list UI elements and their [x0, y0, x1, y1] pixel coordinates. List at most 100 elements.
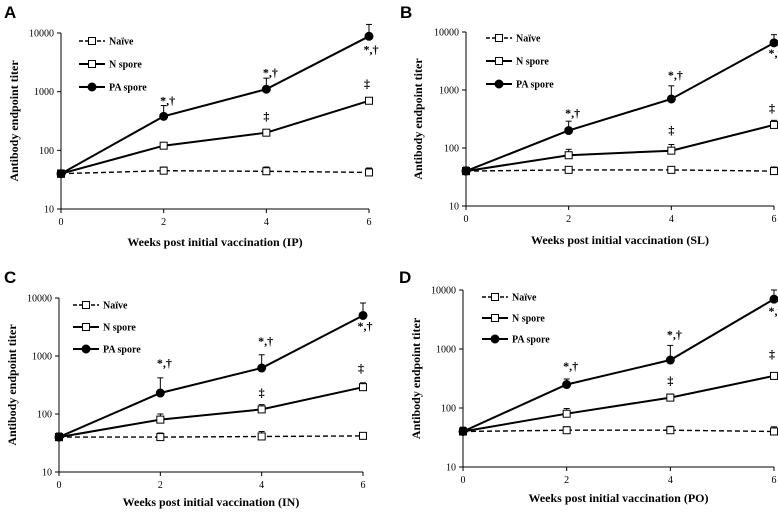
significance-annotation: ‡ [668, 123, 674, 137]
y-axis-title: Antibody endpoint titer [411, 58, 425, 180]
data-point [159, 141, 168, 150]
legend-marker [495, 57, 503, 65]
x-axis-title: Weeks post initial vaccination (SL) [531, 233, 709, 247]
x-tick-label: 0 [59, 217, 64, 228]
series-n-spore [459, 371, 778, 436]
significance-annotation: *,† [565, 106, 580, 120]
significance-annotation: ‡ [667, 374, 673, 388]
data-point [359, 383, 367, 392]
data-point [257, 363, 267, 373]
series-pa-spore [54, 302, 368, 442]
x-tick-label: 4 [264, 217, 269, 228]
panel-letter: D [399, 268, 411, 287]
legend: Naïve N spore PA spore [486, 34, 554, 91]
y-axis-title: Antibody endpoint titer [409, 317, 423, 439]
x-tick-label: 6 [361, 480, 366, 491]
series-pa-spore [56, 23, 374, 179]
data-point [458, 426, 468, 436]
data-point [666, 94, 676, 104]
series-line [58, 314, 364, 439]
legend-label: N spore [512, 314, 545, 325]
x-axis-title: Weeks post initial vaccination (PO) [529, 491, 709, 505]
x-tick-label: 2 [566, 214, 571, 225]
y-tick-label: 1000 [34, 87, 54, 98]
chart-panel-c: C 10 100 1000 10000 0 2 4 6 Weeks post initial va… [4, 268, 373, 509]
x-tick-label: 6 [772, 475, 777, 486]
y-tick-label: 10000 [29, 29, 54, 40]
x-tick-label: 0 [57, 480, 62, 491]
series-na-ve [57, 166, 373, 178]
data-point [262, 167, 271, 176]
data-point [666, 426, 675, 435]
data-point [359, 431, 367, 440]
data-point [54, 432, 64, 442]
data-point [365, 96, 373, 105]
x-tick-label: 4 [669, 214, 674, 225]
data-point [156, 433, 165, 442]
legend-marker [81, 344, 91, 354]
legend-label: PA spore [109, 83, 147, 94]
y-tick-label: 10000 [27, 294, 52, 305]
legend-label: N spore [516, 57, 549, 68]
x-tick-label: 0 [461, 475, 466, 486]
data-point [770, 371, 778, 380]
y-axis-title: Antibody endpoint titer [7, 60, 21, 182]
data-point [667, 165, 676, 174]
data-point [564, 165, 573, 174]
data-point [770, 167, 778, 176]
series-na-ve [55, 430, 367, 442]
panel-letter: C [4, 268, 16, 287]
x-axis-title: Weeks post initial vaccination (IP) [127, 235, 302, 249]
series-line [462, 298, 775, 433]
data-point [365, 168, 373, 177]
legend-marker [491, 293, 499, 301]
series-line [465, 123, 775, 173]
y-tick-label: 10 [449, 202, 459, 213]
series-line [60, 35, 370, 175]
y-tick-label: 10 [446, 463, 456, 474]
x-tick-label: 2 [158, 480, 163, 491]
series-na-ve [462, 165, 778, 176]
series-line [462, 374, 775, 433]
y-tick-label: 10000 [434, 28, 459, 39]
data-point [564, 151, 573, 160]
y-tick-label: 100 [444, 144, 459, 155]
x-tick-label: 2 [564, 475, 569, 486]
data-point [562, 409, 571, 418]
significance-annotation: *,† [263, 66, 278, 80]
x-tick-label: 4 [668, 475, 673, 486]
series-line [60, 99, 370, 175]
x-tick-label: 6 [772, 214, 777, 225]
data-point [769, 294, 778, 304]
legend-label: PA spore [103, 345, 141, 356]
data-point [257, 432, 266, 441]
data-point [564, 126, 574, 136]
legend-label: N spore [109, 60, 142, 71]
legend-marker [88, 37, 96, 45]
significance-annotation: *,† [364, 42, 379, 56]
chart-panel-d: D 10 100 1000 10000 0 2 4 6 Weeks post initial va… [399, 268, 778, 505]
data-point [562, 426, 571, 435]
legend-marker [495, 34, 503, 42]
panel-letter: A [4, 3, 16, 22]
significance-annotation: *,† [563, 359, 578, 373]
x-tick-label: 0 [464, 214, 469, 225]
significance-annotation: *,† [258, 334, 273, 348]
legend: Naïve N spore PA spore [73, 301, 141, 356]
data-point [262, 128, 271, 137]
data-point [666, 393, 675, 402]
data-point [358, 310, 368, 320]
series-line [465, 42, 775, 173]
series-n-spore [57, 96, 373, 178]
legend-marker [88, 60, 96, 68]
chart-panel-a: A 10 100 1000 10000 0 2 4 6 Weeks post initial va… [4, 3, 379, 249]
legend-marker [82, 323, 90, 331]
series-pa-spore [461, 34, 778, 176]
data-point [770, 120, 778, 129]
data-point [159, 166, 168, 175]
legend-marker [490, 334, 500, 344]
panel-letter: B [400, 3, 412, 22]
data-point [261, 84, 271, 94]
legend-label: PA spore [516, 80, 554, 91]
